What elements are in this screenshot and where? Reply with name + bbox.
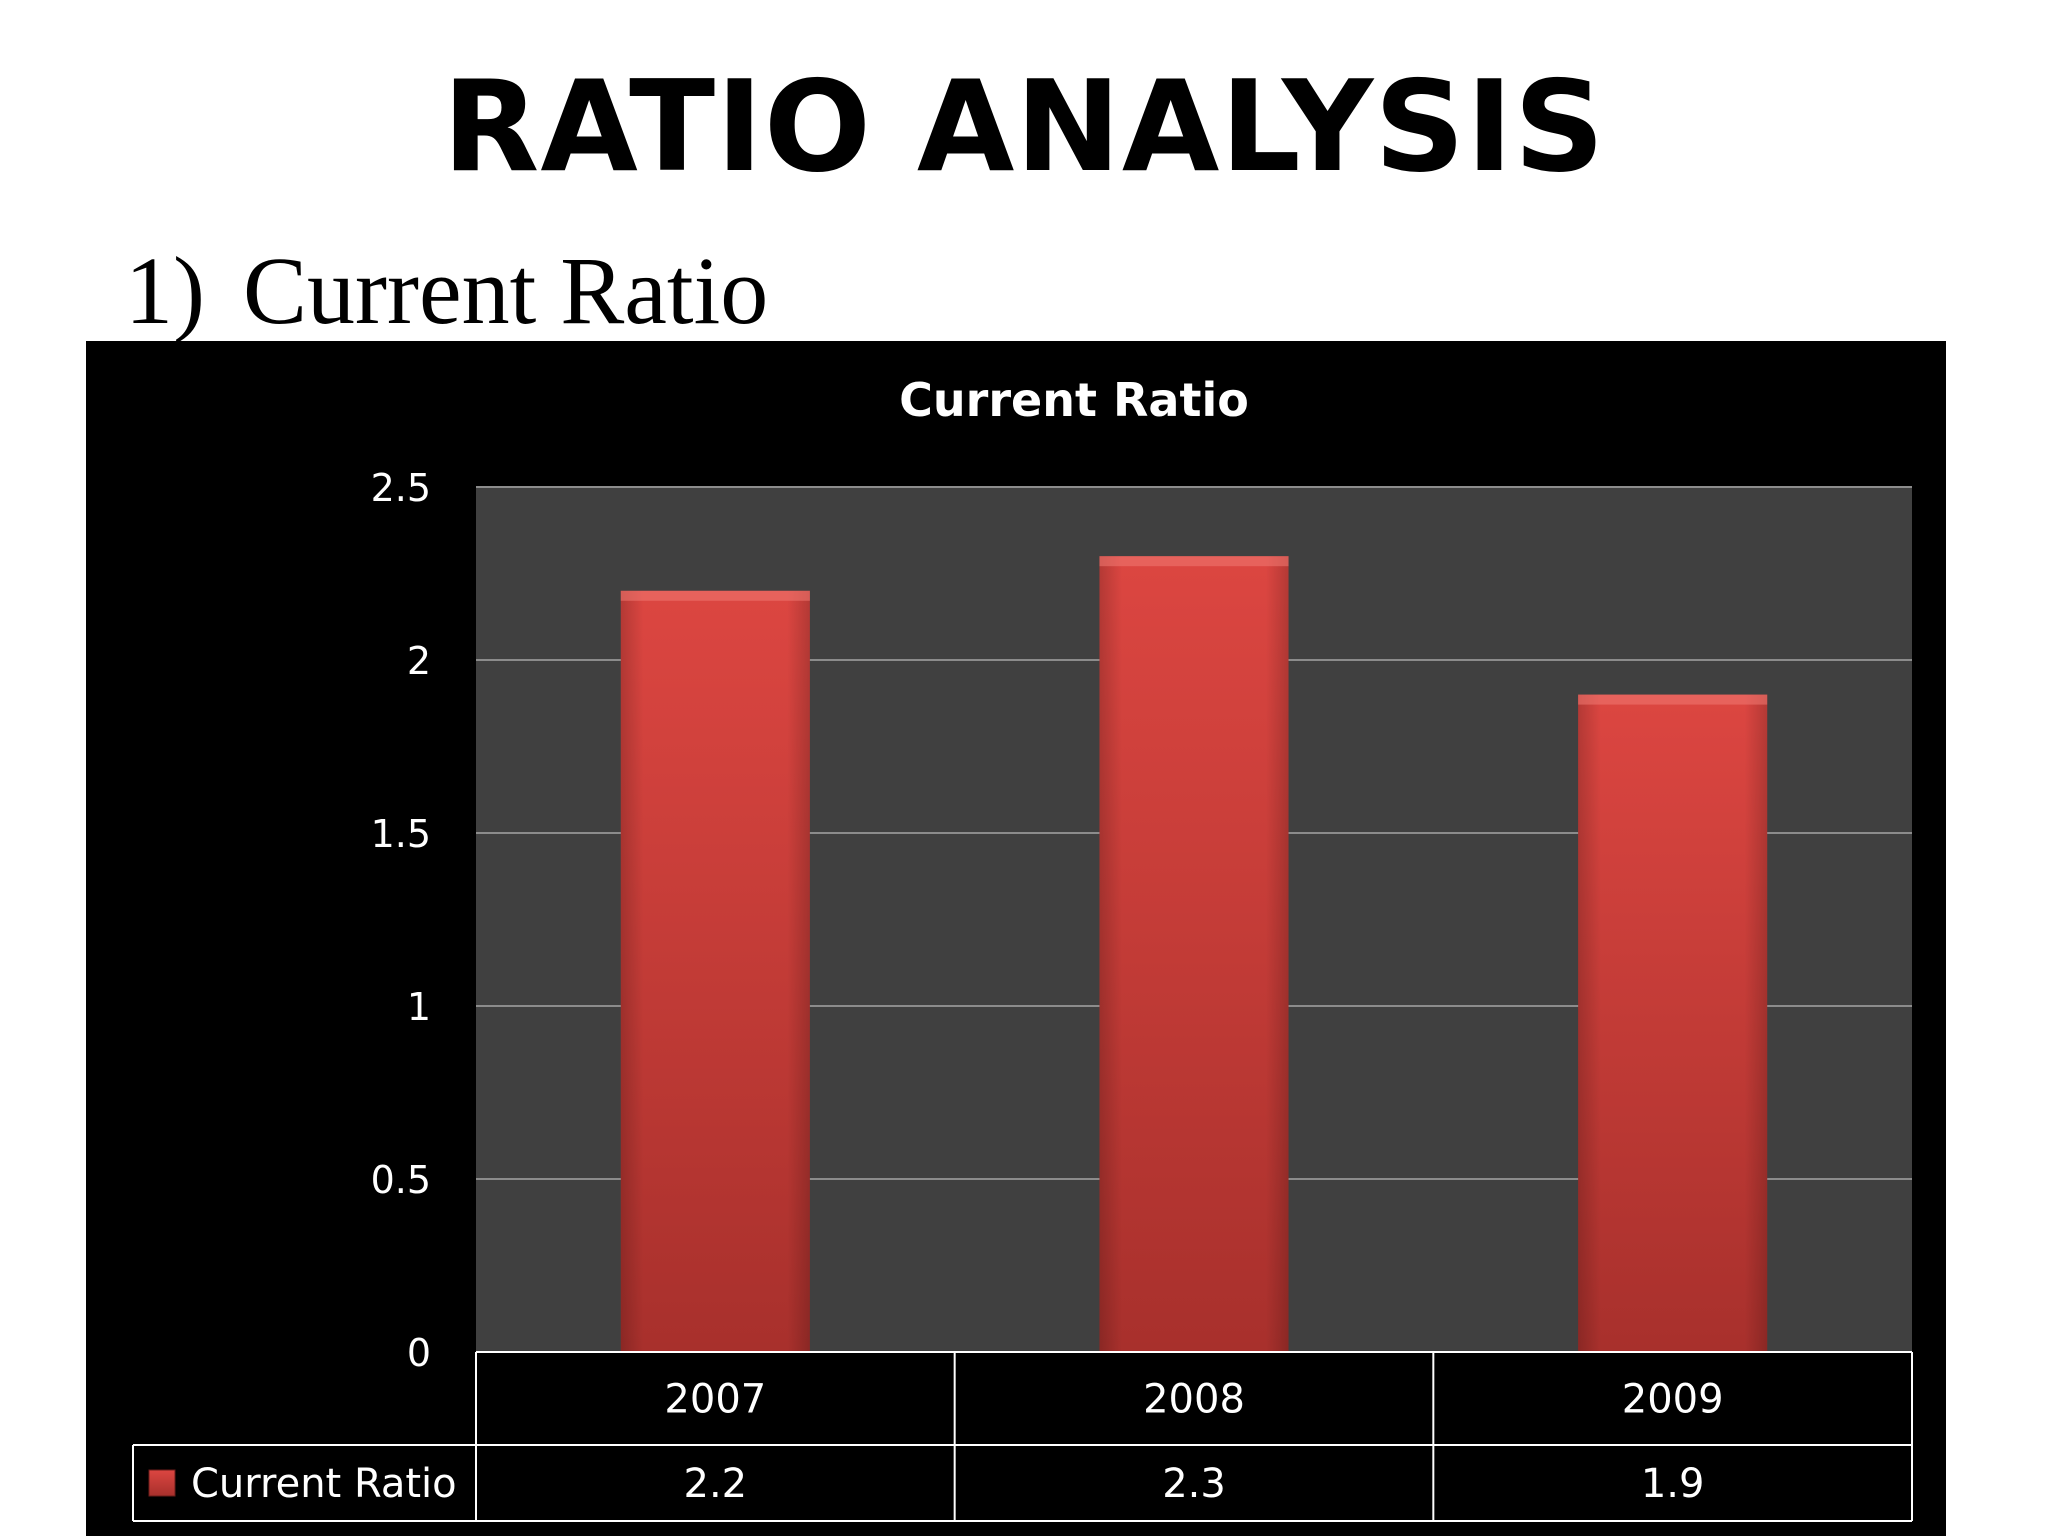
legend-series-name: Current Ratio [191, 1461, 457, 1507]
data-table-value: 2.3 [1162, 1461, 1226, 1507]
y-tick-label: 0.5 [371, 1158, 431, 1202]
current-ratio-chart: 0 0.5 1 1.5 2 2.5 2007 2008 2009 2.2 2.3 1.9 Curren… [132, 373, 1913, 1522]
data-table-value: 2.2 [684, 1461, 748, 1507]
y-axis: 0 0.5 1 1.5 2 2.5 [371, 466, 431, 1375]
y-tick-label: 2 [407, 639, 431, 683]
x-category-label: 2007 [664, 1377, 766, 1423]
section-heading: 1) Current Ratio [125, 236, 768, 346]
bar-top-bevel [1099, 556, 1289, 567]
section-label: Current Ratio [243, 237, 769, 344]
y-tick-label: 2.5 [371, 466, 431, 510]
data-table-value: 1.9 [1641, 1461, 1705, 1507]
x-category-label: 2008 [1143, 1377, 1245, 1423]
x-category-label: 2009 [1622, 1377, 1724, 1423]
data-table: 2007 2008 2009 2.2 2.3 1.9 Current Ratio [132, 1351, 1913, 1522]
legend-key [148, 1469, 176, 1497]
y-tick-label: 1 [407, 985, 431, 1029]
bar-shading [620, 590, 810, 1352]
bar-top-bevel [620, 590, 810, 601]
y-tick-label: 0 [407, 1331, 431, 1375]
chart-title: Current Ratio [899, 373, 1249, 427]
slide-title: RATIO ANALYSIS [442, 53, 1606, 200]
section-number: 1) [125, 237, 205, 344]
bars [620, 556, 1768, 1352]
y-tick-label: 1.5 [371, 812, 431, 856]
bar-top-bevel [1578, 694, 1768, 705]
bar-shading [1578, 694, 1768, 1352]
bar-shading [1099, 556, 1289, 1352]
chart-panel: 0 0.5 1 1.5 2 2.5 2007 2008 2009 2.2 2.3 1.9 Curren… [86, 341, 1946, 1536]
